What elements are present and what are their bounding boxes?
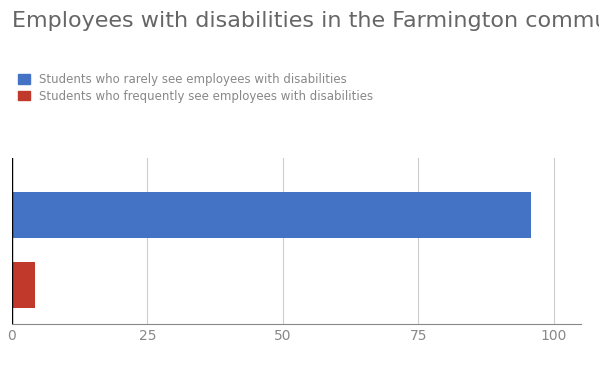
Bar: [12, 192, 531, 237]
Bar: [12, 262, 35, 308]
Legend: Students who rarely see employees with disabilities, Students who frequently see: Students who rarely see employees with d…: [18, 73, 373, 103]
Text: Employees with disabilities in the Farmington community: Employees with disabilities in the Farmi…: [12, 11, 599, 31]
